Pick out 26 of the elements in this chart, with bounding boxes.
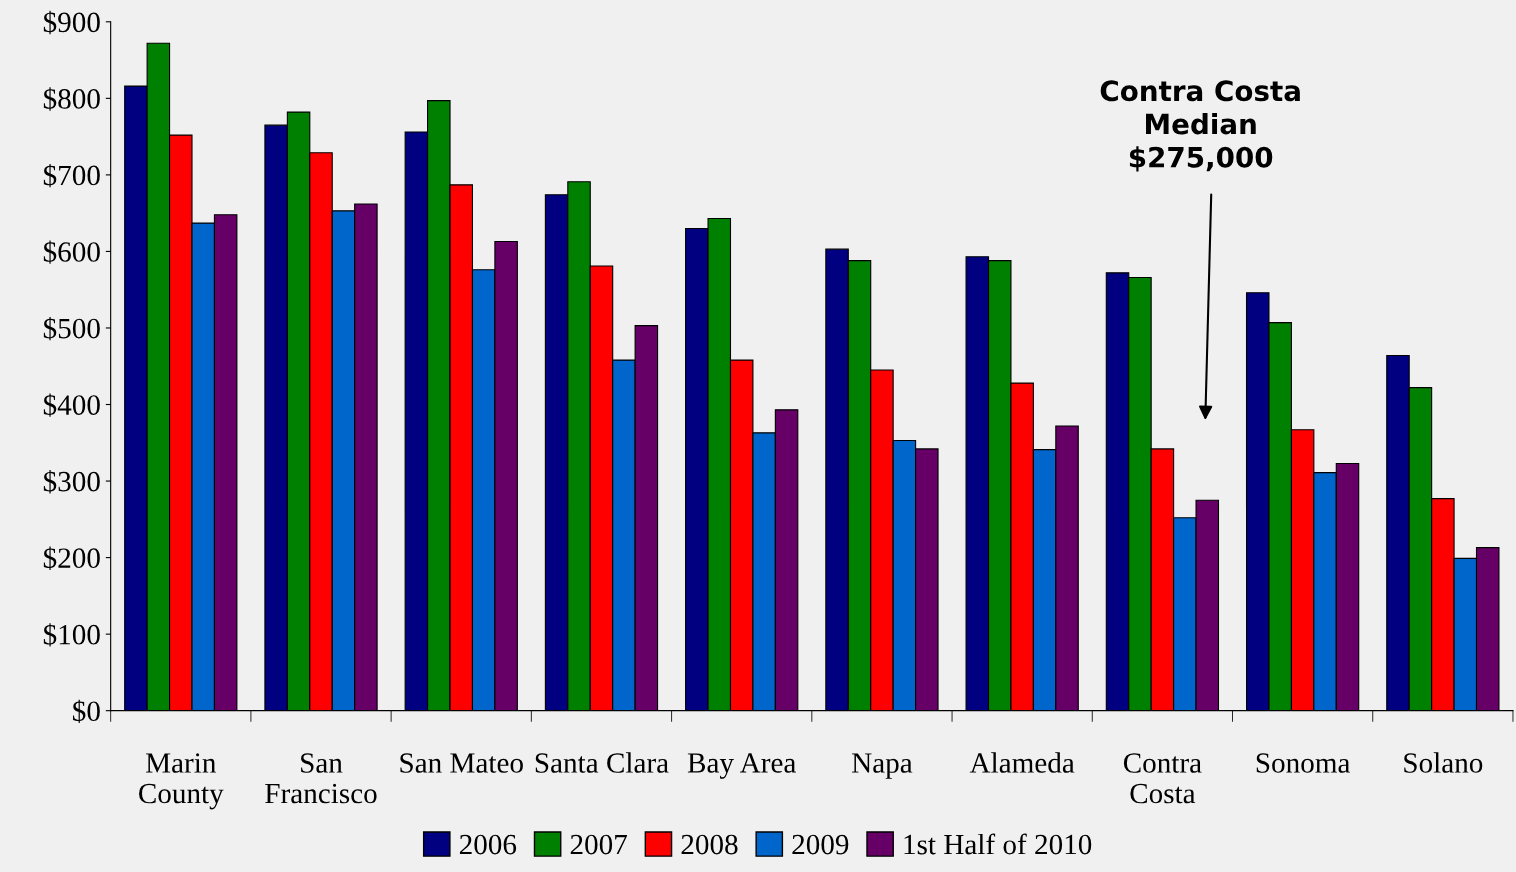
- x-tick-label: Contra Costa: [1123, 753, 1202, 804]
- x-tick-label: San Mateo: [400, 753, 523, 773]
- y-tick-label: $200: [43, 546, 100, 570]
- x-tick-label: Sonoma: [1256, 753, 1351, 773]
- x-tick-label: Napa: [852, 753, 913, 779]
- legend-label: 2007: [570, 834, 627, 855]
- legend-label: 2008: [681, 834, 738, 855]
- x-tick-label: Bay Area: [687, 753, 796, 779]
- x-tick-label: Marin County: [139, 753, 224, 810]
- legend-label: 2006: [459, 834, 517, 855]
- x-tick-label: Santa Clara: [535, 752, 669, 773]
- y-tick-label: $300: [43, 470, 100, 494]
- y-tick-label: $100: [43, 623, 100, 647]
- y-tick-label: $500: [43, 316, 100, 341]
- y-tick-label: $700: [43, 163, 100, 188]
- y-tick-label: $400: [43, 393, 100, 417]
- annotation: Contra Costa Median $275,000: [1100, 80, 1300, 172]
- legend-label: 2009: [792, 834, 849, 855]
- y-tick-label: $0: [73, 699, 100, 724]
- y-tick-label: $900: [43, 10, 100, 35]
- x-tick-label: Alameda: [969, 752, 1075, 773]
- x-tick-label: Solano: [1404, 752, 1483, 773]
- y-tick-label: $800: [43, 87, 100, 111]
- y-tick-label: $600: [43, 240, 100, 264]
- x-tick-label: San Francisco: [265, 753, 377, 804]
- legend-label: 1st Half of 2010: [904, 833, 1092, 855]
